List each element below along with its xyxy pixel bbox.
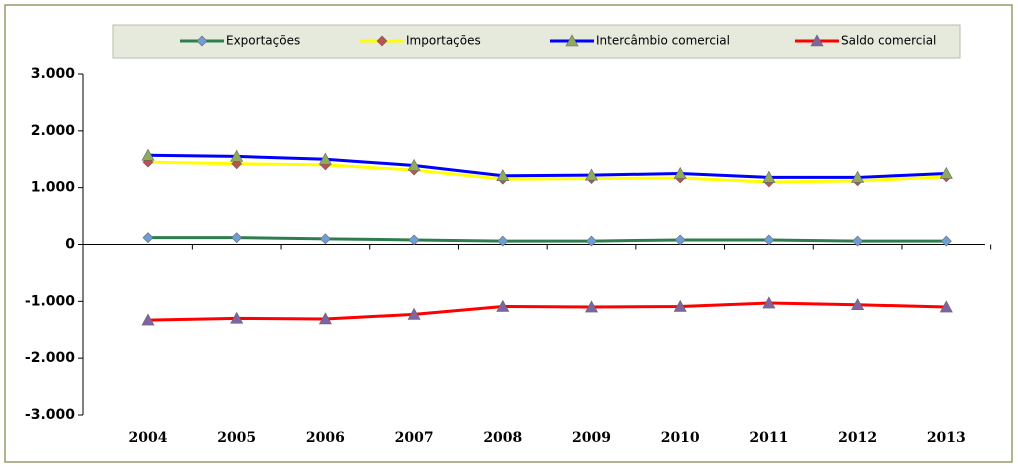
marker (762, 170, 776, 183)
legend-label: Intercâmbio comercial (596, 34, 730, 48)
marker (230, 311, 244, 324)
marker (939, 166, 953, 179)
x-tick-label: 2012 (838, 430, 877, 446)
marker (376, 35, 388, 47)
chart-border (4, 4, 1013, 463)
marker (939, 300, 953, 313)
y-tick-label: 2.000 (31, 123, 76, 139)
marker (673, 299, 687, 312)
marker (318, 312, 332, 325)
marker (584, 300, 599, 313)
marker (407, 307, 421, 320)
x-tick-label: 2007 (395, 430, 434, 446)
x-tick-label: 2013 (927, 430, 966, 446)
x-tick-label: 2011 (749, 430, 788, 446)
marker (231, 232, 243, 244)
legend-label: Exportações (226, 34, 300, 48)
marker (586, 235, 597, 247)
y-tick-label: 1.000 (31, 180, 76, 196)
marker (497, 235, 509, 247)
series-line (147, 153, 947, 179)
marker (141, 148, 155, 161)
marker (318, 152, 332, 165)
y-tick-label: 0 (65, 237, 75, 253)
marker (230, 149, 244, 162)
y-tick-label: -1.000 (25, 293, 75, 309)
y-tick-label: -3.000 (25, 407, 75, 423)
series-line (147, 160, 947, 184)
marker (496, 169, 510, 182)
marker (496, 299, 510, 312)
marker (565, 34, 579, 47)
marker (940, 235, 952, 247)
marker (762, 296, 776, 309)
marker (408, 234, 420, 246)
marker (584, 168, 599, 181)
series-line (148, 236, 947, 243)
marker (674, 234, 686, 246)
x-tick-label: 2009 (572, 430, 611, 446)
marker (319, 233, 331, 245)
x-tick-label: 2005 (217, 430, 256, 446)
x-tick-label: 2010 (661, 430, 700, 446)
x-tick-label: 2004 (129, 430, 168, 446)
marker (851, 170, 865, 183)
series-line (147, 301, 947, 322)
x-tick-label: 2006 (306, 430, 345, 446)
marker (407, 158, 421, 171)
y-tick-label: 3.000 (31, 66, 76, 82)
x-tick-label: 2008 (483, 430, 522, 446)
legend-label: Saldo comercial (841, 34, 936, 48)
y-tick-label: -2.000 (25, 350, 75, 366)
marker (673, 166, 687, 179)
marker (142, 232, 154, 244)
legend-label: Importações (406, 34, 481, 48)
marker (810, 34, 824, 47)
marker (851, 298, 865, 311)
marker (196, 35, 208, 47)
marker (852, 235, 864, 247)
marker (141, 313, 155, 326)
marker (763, 234, 775, 246)
